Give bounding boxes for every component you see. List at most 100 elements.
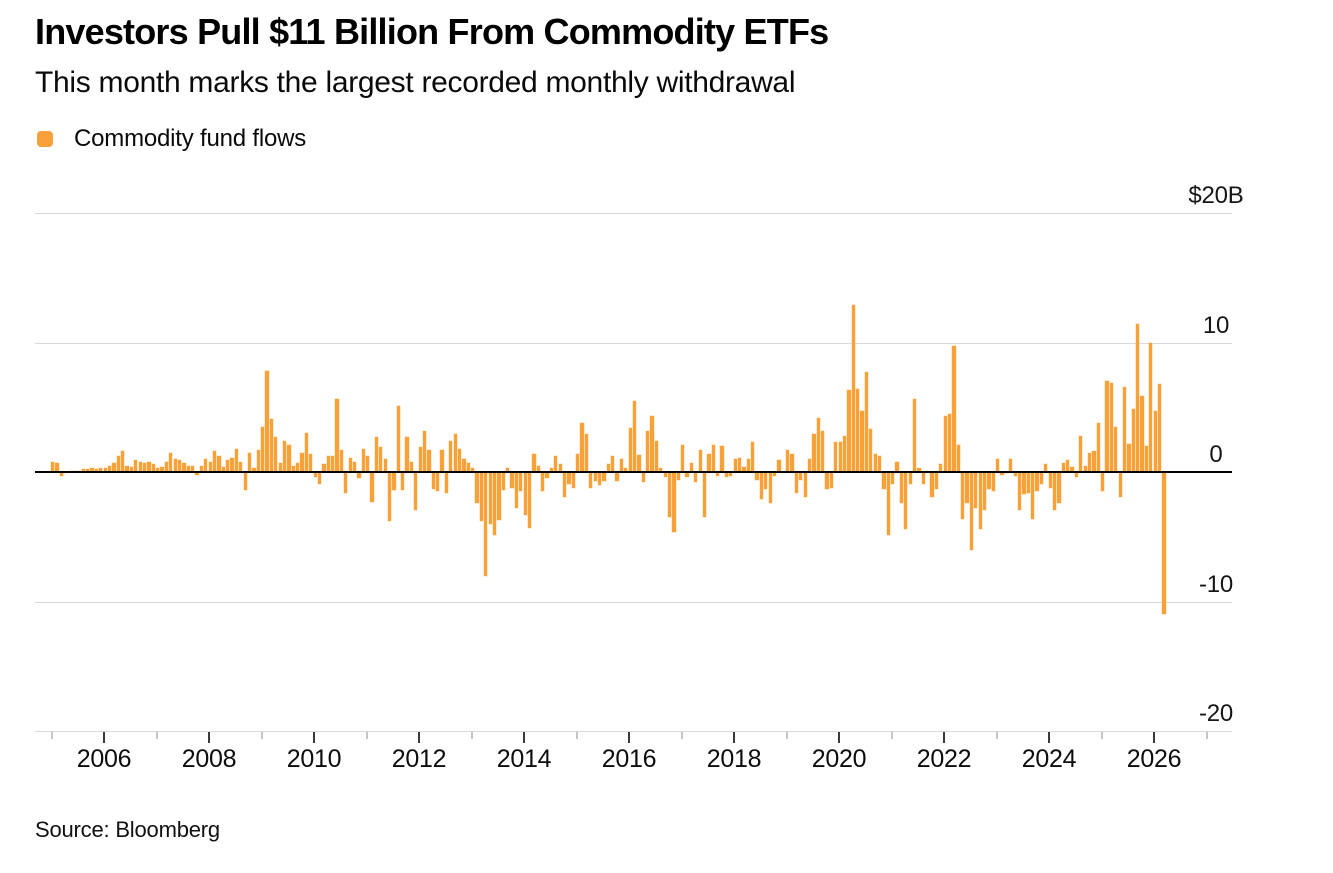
- bar-2014-03: [532, 453, 536, 472]
- bar-2015-07: [602, 472, 606, 482]
- bar-2017-04: [694, 472, 698, 483]
- bar-2012-12: [466, 462, 470, 472]
- bar-2022-02: [947, 413, 952, 472]
- bar-2019-12: [834, 442, 838, 472]
- bar-2023-10: [1035, 472, 1039, 492]
- bar-2018-06: [755, 472, 759, 480]
- x-tick-2024: [1048, 732, 1050, 743]
- bar-2006-09: [138, 461, 142, 472]
- bar-2020-04: [851, 304, 855, 472]
- x-tick-2019: [785, 732, 788, 739]
- bar-2023-09: [1031, 472, 1035, 519]
- bar-2008-05: [226, 460, 230, 472]
- bar-2020-02: [842, 435, 847, 472]
- bar-2016-07: [654, 440, 659, 472]
- bar-2023-12: [1044, 464, 1048, 472]
- bar-2022-05: [961, 472, 965, 519]
- bar-2023-11: [1039, 472, 1044, 484]
- x-tick-2005: [50, 732, 53, 739]
- bar-2025-04: [1114, 426, 1118, 472]
- x-tick-2020: [838, 732, 840, 743]
- bar-2005-12: [99, 468, 103, 472]
- bar-2024-03: [1057, 472, 1061, 504]
- bar-2011-11: [409, 461, 414, 472]
- bar-2026-03: [1162, 472, 1166, 615]
- bar-2012-11: [462, 459, 466, 472]
- bar-2024-08: [1079, 435, 1083, 472]
- bar-2008-12: [256, 449, 260, 472]
- bar-2020-08: [869, 429, 873, 472]
- bar-2022-12: [991, 472, 995, 492]
- bar-2019-02: [790, 453, 794, 472]
- bar-2016-01: [628, 427, 632, 472]
- bar-2010-02: [317, 472, 322, 484]
- bar-2023-08: [1026, 472, 1030, 493]
- bar-2020-01: [838, 442, 842, 472]
- bar-2025-02: [1105, 381, 1109, 472]
- bar-2025-03: [1109, 382, 1114, 472]
- bar-2024-10: [1087, 452, 1092, 472]
- bar-2022-06: [965, 472, 969, 504]
- bar-2009-11: [304, 433, 309, 472]
- bar-2012-02: [422, 430, 427, 472]
- bar-2009-08: [291, 465, 295, 472]
- x-tick-2016: [628, 732, 630, 743]
- bar-2023-06: [1017, 472, 1022, 510]
- bar-2010-04: [326, 456, 330, 472]
- bar-2008-03: [217, 456, 221, 472]
- bar-2008-10: [247, 452, 252, 472]
- x-axis-label-2006: 2006: [76, 745, 132, 773]
- bar-2014-01: [523, 472, 527, 515]
- bar-2026-02: [1157, 383, 1162, 472]
- bar-2005-08: [81, 469, 85, 472]
- bar-2009-09: [296, 462, 300, 472]
- bar-2012-10: [457, 448, 462, 472]
- bar-2008-06: [230, 457, 234, 472]
- bar-2012-01: [418, 447, 422, 472]
- bar-2007-01: [156, 468, 160, 472]
- x-tick-2022: [943, 732, 945, 743]
- bar-2019-04: [799, 472, 803, 480]
- bar-2017-01: [681, 444, 685, 472]
- bar-2019-05: [803, 472, 807, 497]
- bar-2014-10: [562, 472, 567, 497]
- bar-2024-12: [1096, 422, 1100, 472]
- bar-2022-07: [969, 472, 974, 550]
- bar-2011-08: [396, 405, 400, 472]
- gridline-10: [35, 342, 1232, 344]
- bar-2018-07: [759, 472, 764, 500]
- bar-2014-09: [558, 464, 562, 472]
- bar-2013-03: [479, 472, 484, 522]
- bar-2009-04: [274, 437, 278, 472]
- bar-2010-09: [348, 457, 352, 472]
- bar-2008-02: [212, 451, 217, 472]
- bar-2010-11: [357, 472, 361, 479]
- bar-2017-06: [702, 472, 707, 518]
- bar-2021-12: [939, 464, 943, 472]
- bar-2025-06: [1122, 386, 1127, 472]
- x-tick-2026: [1153, 732, 1155, 743]
- bar-2017-03: [689, 462, 694, 472]
- bar-2021-06: [912, 399, 917, 472]
- bar-2014-02: [527, 472, 532, 528]
- bar-2011-06: [387, 472, 392, 522]
- bar-2021-07: [917, 468, 921, 472]
- bar-2010-03: [322, 464, 326, 472]
- x-tick-2027: [1205, 732, 1208, 739]
- bar-2005-03: [59, 472, 64, 476]
- bar-2020-11: [882, 472, 886, 489]
- bar-2013-06: [492, 472, 497, 536]
- bar-2011-04: [379, 447, 383, 472]
- bar-2023-04: [1009, 459, 1013, 472]
- bar-2013-02: [475, 472, 479, 504]
- x-tick-2010: [313, 732, 315, 743]
- bar-2019-01: [786, 449, 790, 472]
- legend-swatch-icon: [37, 131, 53, 147]
- bar-2012-03: [427, 449, 431, 472]
- bar-2019-08: [816, 417, 820, 472]
- bar-2009-02: [265, 370, 269, 472]
- bar-2015-12: [624, 468, 628, 472]
- bar-2020-07: [864, 372, 869, 472]
- x-axis-label-2010: 2010: [286, 745, 342, 773]
- bar-2015-06: [597, 472, 602, 485]
